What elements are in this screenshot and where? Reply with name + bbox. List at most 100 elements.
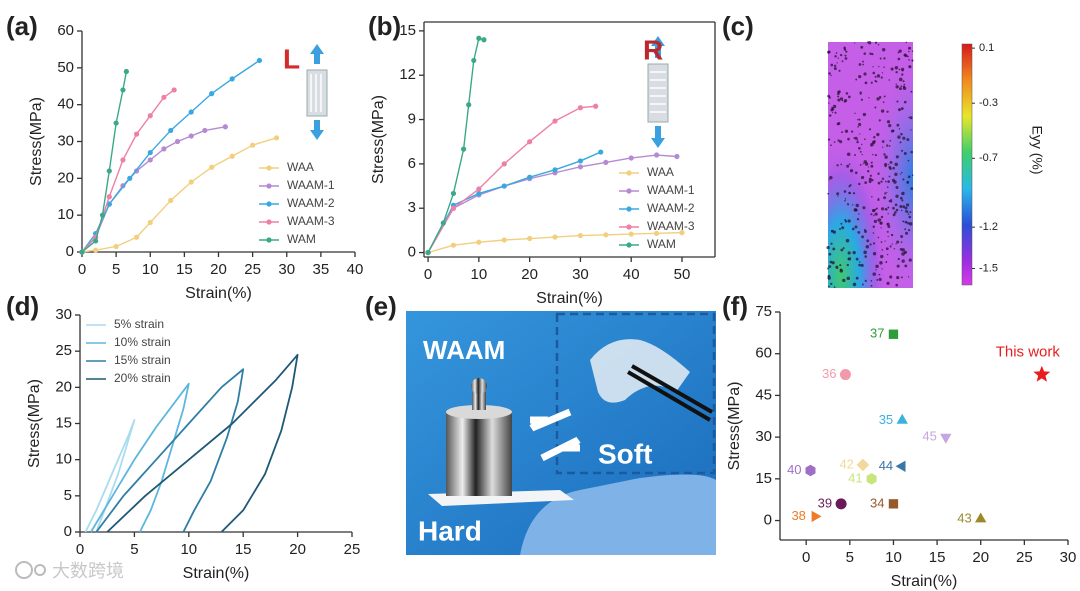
speckle — [910, 90, 913, 93]
speckle — [886, 110, 889, 113]
speckle — [895, 71, 898, 74]
speckle — [896, 123, 900, 127]
y-tick-label: 10 — [57, 206, 74, 223]
data-point — [501, 237, 507, 243]
x-tick-label: 40 — [623, 266, 640, 283]
data-point — [229, 76, 235, 82]
speckle — [878, 277, 882, 281]
speckle — [877, 181, 881, 185]
point-label: 45 — [922, 429, 936, 444]
speckle — [870, 284, 873, 287]
speckle — [904, 206, 908, 210]
speckle — [880, 241, 883, 243]
speckle — [884, 165, 887, 168]
legend-label: WAM — [287, 232, 316, 246]
speckle — [896, 275, 900, 280]
speckle — [849, 169, 854, 173]
data-point — [603, 159, 609, 166]
speckle — [843, 100, 846, 103]
legend-marker — [626, 188, 632, 194]
speckle — [901, 259, 905, 263]
speckle — [845, 50, 848, 53]
speckle — [870, 161, 873, 164]
x-tick-label: 10 — [885, 549, 902, 566]
speckle — [859, 150, 862, 153]
point-label: 38 — [791, 508, 805, 523]
weight-neck — [472, 392, 486, 410]
speckle — [873, 219, 878, 224]
data-point — [461, 146, 467, 152]
speckle — [878, 119, 881, 122]
speckle — [864, 181, 868, 185]
speckle — [883, 153, 886, 156]
point-label: 35 — [879, 412, 893, 427]
y-axis-label: Stress(MPa) — [370, 95, 387, 184]
speckle — [830, 242, 833, 245]
speckle — [844, 129, 849, 133]
speckle — [870, 164, 874, 168]
data-point — [888, 329, 899, 339]
speckle — [863, 250, 867, 255]
data-point — [134, 234, 140, 240]
speckle — [848, 191, 851, 194]
speckle — [911, 174, 914, 176]
speckle — [839, 269, 844, 273]
data-point — [440, 220, 446, 226]
speckle — [884, 240, 886, 242]
speckle — [864, 255, 867, 258]
speckle — [836, 122, 840, 126]
data-point — [679, 230, 685, 236]
data-point — [168, 127, 174, 134]
speckle — [904, 228, 907, 231]
speckle — [837, 195, 839, 197]
speckle — [894, 162, 898, 167]
y-tick-label: 20 — [55, 378, 72, 395]
speckle — [869, 243, 872, 246]
x-tick-label: 5 — [846, 549, 854, 566]
legend-label: WAAM-3 — [287, 214, 335, 228]
speckle — [902, 205, 906, 209]
speckle — [886, 186, 889, 188]
speckle — [844, 198, 847, 200]
data-point — [147, 149, 153, 156]
y-tick-label: 12 — [399, 66, 416, 83]
speckle — [854, 42, 856, 44]
y-tick-label: 50 — [57, 59, 74, 76]
speckle — [884, 155, 888, 159]
speckle — [842, 247, 845, 250]
legend-label: WAA — [647, 165, 674, 179]
y-tick-label: 15 — [55, 414, 72, 431]
speckle — [830, 74, 832, 77]
speckle — [873, 214, 875, 217]
panel-label: (b) — [368, 11, 401, 41]
data-point — [476, 190, 482, 197]
speckle — [858, 146, 861, 150]
speckle — [908, 59, 910, 61]
data-point — [229, 153, 235, 159]
speckle — [866, 41, 869, 44]
speckle — [835, 265, 839, 269]
speckle — [909, 116, 913, 120]
data-point — [653, 230, 660, 236]
speckle — [849, 184, 852, 187]
data-point — [106, 194, 112, 200]
speckle — [906, 138, 910, 142]
speckle — [855, 276, 859, 280]
speckle — [837, 90, 840, 94]
speckle — [902, 80, 905, 83]
speckle — [860, 175, 865, 180]
speckle — [831, 261, 835, 265]
point-label: 43 — [957, 511, 971, 526]
speckle — [892, 166, 895, 170]
speckle — [899, 196, 903, 200]
data-point — [209, 164, 215, 170]
speckle — [894, 203, 898, 207]
speckle — [828, 96, 831, 99]
speckle — [907, 55, 909, 58]
panel-label: (d) — [6, 291, 39, 321]
speckle — [832, 230, 836, 234]
speckle — [892, 206, 895, 210]
speckle — [897, 257, 900, 261]
speckle — [878, 96, 882, 99]
